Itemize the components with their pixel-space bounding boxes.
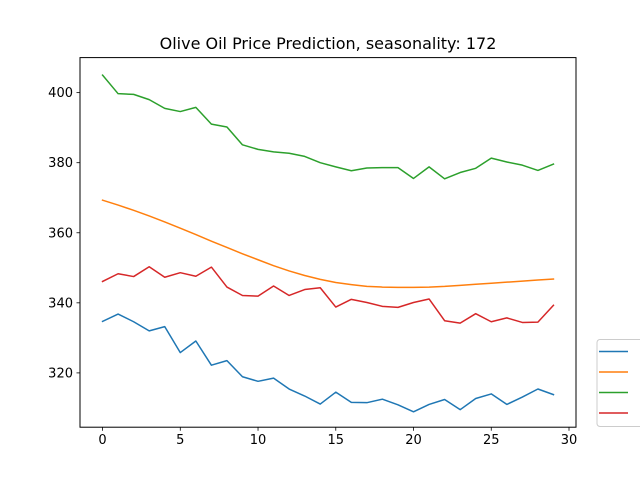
y-tick-label: 320 — [48, 366, 73, 381]
y-tick-label: 360 — [48, 226, 73, 241]
y-tick-label: 340 — [48, 296, 73, 311]
x-tick-label: 20 — [405, 433, 422, 448]
x-tick-label: 30 — [561, 433, 578, 448]
x-tick-label: 25 — [483, 433, 500, 448]
plot-series — [101, 74, 555, 413]
series-line-2 — [101, 199, 555, 289]
legend-box — [596, 339, 640, 427]
plot-frame — [79, 57, 577, 428]
x-tick-label: 15 — [328, 433, 345, 448]
axes: 0 5 10 15 20 25 30 320 340 360 380 400 — [48, 86, 577, 448]
x-tick-label: 0 — [98, 433, 106, 448]
x-tick-label: 10 — [250, 433, 267, 448]
series-line-1 — [101, 313, 555, 413]
legend — [596, 339, 640, 427]
chart-title: Olive Oil Price Prediction, seasonality:… — [160, 34, 497, 53]
series-line-3 — [101, 74, 555, 180]
y-tick-label: 380 — [48, 156, 73, 171]
y-tick-label: 400 — [48, 86, 73, 101]
series-line-4 — [101, 266, 555, 324]
x-tick-label: 5 — [176, 433, 184, 448]
